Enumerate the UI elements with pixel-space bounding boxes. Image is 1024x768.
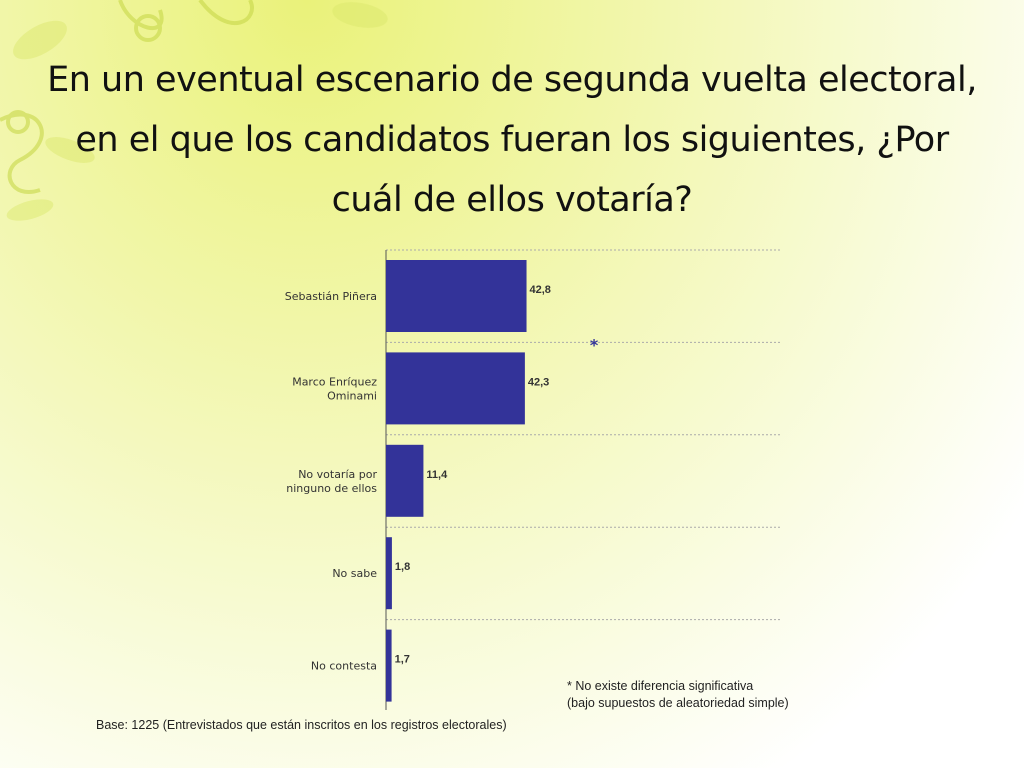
bar bbox=[386, 444, 424, 517]
bar-value-label: 1,7 bbox=[395, 654, 410, 666]
bar bbox=[386, 537, 392, 610]
bar bbox=[386, 629, 392, 702]
bar-chart: 42,8 Sebastián Piñera 42,3 Marco EnríquezOm… bbox=[285, 249, 780, 710]
significance-note-line1: * No existe diferencia significativa bbox=[567, 679, 754, 693]
significance-asterisk: * bbox=[590, 335, 599, 354]
category-label: Sebastián Piñera bbox=[285, 290, 377, 303]
category-label: No sabe bbox=[332, 567, 377, 580]
category-label: Marco Enríquez bbox=[292, 375, 377, 388]
category-label: No votaría por bbox=[298, 468, 377, 481]
bar-value-label: 42,3 bbox=[528, 376, 549, 388]
bar bbox=[386, 352, 525, 425]
bar bbox=[386, 260, 527, 332]
base-note: Base: 1225 (Entrevistados que están insc… bbox=[96, 718, 507, 732]
bar-value-label: 42,8 bbox=[530, 284, 551, 296]
category-label: ninguno de ellos bbox=[286, 482, 377, 495]
bar-value-label: 1,8 bbox=[395, 561, 410, 573]
significance-note: * No existe diferencia significativa (ba… bbox=[567, 678, 789, 712]
significance-note-line2: (bajo supuestos de aleatoriedad simple) bbox=[567, 696, 789, 710]
category-label: No contesta bbox=[311, 660, 377, 673]
bar-value-label: 11,4 bbox=[426, 469, 448, 481]
slide-title: En un eventual escenario de segunda vuel… bbox=[47, 60, 977, 220]
category-label: Ominami bbox=[327, 389, 377, 402]
